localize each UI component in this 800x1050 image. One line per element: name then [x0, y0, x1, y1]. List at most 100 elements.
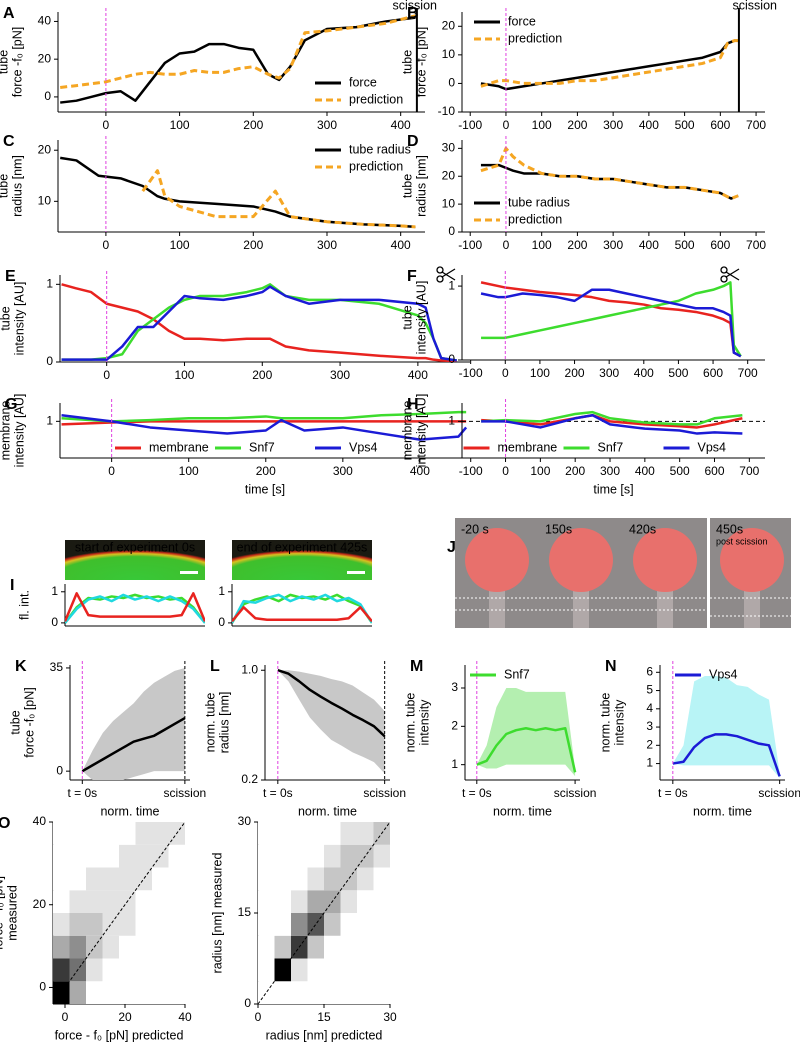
y-tick-label: 0: [51, 615, 58, 629]
heat-cell: [357, 867, 374, 891]
y-axis-label: tube: [400, 50, 414, 74]
series-line: [480, 39, 739, 91]
x-axis-label: force - f₀ [pN] predicted: [55, 1028, 184, 1042]
y-axis-label: intensity [AU]: [12, 394, 26, 468]
heat-cell: [291, 958, 308, 982]
x-tick-label: 400: [408, 368, 428, 382]
heat-cell: [86, 844, 103, 868]
panel-label: G: [5, 396, 17, 413]
y-tick-label: 0: [448, 76, 455, 90]
y-tick-label: 0: [448, 224, 455, 238]
heat-cell: [373, 935, 390, 959]
y-axis-label: tube: [400, 305, 414, 329]
y-axis-label: membrane: [0, 401, 12, 461]
heat-cell: [102, 890, 119, 913]
heat-cell: [119, 981, 136, 1004]
y-tick-label: 3: [646, 719, 653, 733]
vesicle: [549, 528, 613, 592]
legend-label: force: [349, 75, 377, 89]
y-axis-label: measured: [5, 885, 19, 941]
y-axis-label: force -f₀ [pN]: [10, 27, 24, 97]
plot-area: [480, 146, 739, 201]
heat-cell: [102, 981, 119, 1004]
band: [672, 675, 780, 779]
heat-cell: [324, 981, 341, 1004]
heat-cell: [357, 822, 374, 845]
y-tick-label: 2: [646, 737, 653, 751]
panel-label: O: [0, 815, 10, 832]
x-tick-label: 300: [330, 368, 350, 382]
x-tick-label: 15: [317, 1010, 331, 1024]
legend-label: prediction: [508, 31, 562, 45]
x-tick-label: 200: [252, 368, 272, 382]
x-tick-label: 0: [503, 118, 510, 132]
series-line: [672, 733, 781, 777]
x-tick-label: scission: [363, 786, 406, 800]
y-tick-label: -10: [438, 104, 456, 118]
heat-cell: [119, 935, 136, 959]
heat-cell: [340, 935, 357, 959]
x-tick-label: 0: [103, 238, 110, 252]
y-tick-label: 0: [46, 354, 53, 368]
heat-cell: [291, 913, 308, 936]
y-axis-label: force -f₀ [pN]: [414, 27, 428, 97]
y-axis-label: norm. tube: [203, 693, 217, 753]
y-tick-label: 3: [451, 680, 458, 694]
plot-area: [672, 675, 781, 779]
x-tick-label: 700: [738, 366, 758, 380]
heat-cell: [69, 935, 86, 959]
y-tick-label: 20: [38, 142, 52, 156]
heat-cell: [258, 867, 275, 891]
y-axis-label: norm. tube: [403, 693, 417, 753]
heat-cell: [168, 890, 185, 913]
y-axis-label: tube: [0, 306, 12, 330]
legend-label: membrane: [149, 440, 209, 454]
x-tick-label: 400: [634, 366, 654, 380]
x-tick-label: 100: [532, 118, 552, 132]
annotation: scission: [733, 0, 778, 12]
heat-cell: [274, 890, 291, 913]
plot-area: [61, 410, 468, 441]
heat-cell: [307, 890, 324, 913]
x-tick-label: 0: [62, 1010, 69, 1024]
x-tick-label: 40: [178, 1010, 192, 1024]
diagonal: [52, 821, 186, 1005]
panel-label: L: [210, 658, 220, 675]
x-tick-label: 200: [565, 464, 585, 478]
heat-cell: [324, 844, 341, 868]
x-tick-label: 400: [391, 118, 411, 132]
series-line: [61, 410, 467, 423]
heat-cell: [307, 867, 324, 891]
heat-cell: [86, 890, 103, 913]
heat-cell: [373, 981, 390, 1004]
x-tick-label: 300: [599, 366, 619, 380]
x-tick-label: -100: [458, 238, 482, 252]
panel-label: I: [10, 577, 14, 594]
scissors-icon: [720, 266, 740, 283]
x-tick-label: 100: [170, 238, 190, 252]
series-line: [232, 593, 372, 624]
heat-cell: [168, 844, 185, 868]
series-line: [61, 413, 468, 441]
heat-cell: [152, 913, 169, 936]
y-axis-label: norm. tube: [598, 693, 612, 753]
tube: [489, 588, 505, 628]
y-axis-label: intensity [AU]: [414, 394, 428, 468]
heat-cell: [135, 913, 152, 936]
y-axis-label: tube: [0, 174, 10, 198]
y-tick-label: 4: [646, 701, 653, 715]
heat-cell: [135, 822, 152, 845]
series-line: [481, 413, 743, 429]
x-tick-label: 300: [317, 238, 337, 252]
series-line: [65, 592, 205, 622]
heat-cell: [258, 890, 275, 913]
y-tick-label: 0: [44, 89, 51, 103]
x-axis-label: norm. time: [493, 804, 552, 818]
heat-cell: [340, 822, 357, 845]
y-tick-label: 0: [448, 352, 455, 366]
plot-area: [61, 283, 457, 362]
frame-label: 450s: [716, 522, 743, 536]
heat-cell: [291, 822, 308, 845]
heat-cell: [340, 958, 357, 982]
panel-label: J: [447, 539, 456, 556]
